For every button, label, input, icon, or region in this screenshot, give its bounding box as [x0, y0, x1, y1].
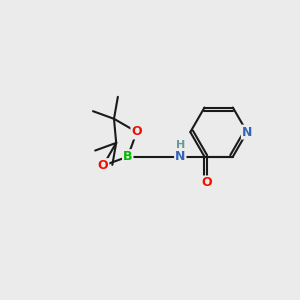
Text: N: N — [175, 150, 185, 163]
Text: B: B — [123, 150, 133, 163]
Text: N: N — [242, 126, 252, 139]
Text: O: O — [98, 159, 108, 172]
Text: O: O — [201, 176, 212, 189]
Text: H: H — [176, 140, 185, 150]
Text: O: O — [131, 125, 142, 139]
